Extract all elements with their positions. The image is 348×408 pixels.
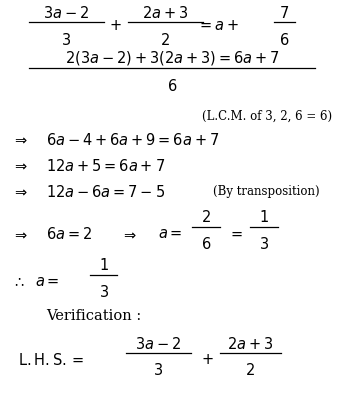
Text: $=$: $=$	[228, 227, 244, 241]
Text: $3$: $3$	[61, 31, 71, 47]
Text: (By transposition): (By transposition)	[213, 186, 319, 198]
Text: $12a-6a=7-5$: $12a-6a=7-5$	[46, 184, 165, 200]
Text: $2$: $2$	[201, 209, 211, 225]
Text: $3$: $3$	[99, 284, 109, 300]
Text: $2a+3$: $2a+3$	[227, 336, 274, 352]
Text: $\mathrm{L.H.S.} = $: $\mathrm{L.H.S.} = $	[18, 353, 85, 368]
Text: Verification :: Verification :	[46, 309, 141, 324]
Text: $2a+3$: $2a+3$	[142, 5, 188, 21]
Text: $+$: $+$	[109, 18, 122, 33]
Text: (L.C.M. of 3, 2, 6 = 6): (L.C.M. of 3, 2, 6 = 6)	[202, 109, 332, 122]
Text: $3$: $3$	[153, 362, 163, 379]
Text: $6a-4+6a+9=6a+7$: $6a-4+6a+9=6a+7$	[46, 132, 219, 148]
Text: $2$: $2$	[160, 31, 170, 47]
Text: $+$: $+$	[201, 353, 214, 368]
Text: $6a=2$: $6a=2$	[46, 226, 92, 242]
Text: $\Rightarrow$: $\Rightarrow$	[11, 227, 28, 241]
Text: $a=$: $a=$	[158, 227, 183, 241]
Text: $a=$: $a=$	[35, 275, 60, 289]
Text: $7$: $7$	[279, 5, 290, 21]
Text: $\Rightarrow$: $\Rightarrow$	[121, 227, 137, 241]
Text: $1$: $1$	[259, 209, 269, 225]
Text: $\therefore$: $\therefore$	[11, 275, 25, 289]
Text: $6$: $6$	[167, 78, 177, 94]
Text: $6$: $6$	[201, 236, 211, 252]
Text: $12a+5=6a+7$: $12a+5=6a+7$	[46, 158, 165, 174]
Text: $2(3a-2)+3(2a+3)=6a+7$: $2(3a-2)+3(2a+3)=6a+7$	[65, 49, 279, 67]
Text: $3a-2$: $3a-2$	[135, 336, 181, 352]
Text: $6$: $6$	[279, 31, 290, 47]
Text: $2$: $2$	[245, 362, 255, 379]
Text: $\Rightarrow$: $\Rightarrow$	[11, 159, 28, 173]
Text: $\Rightarrow$: $\Rightarrow$	[11, 133, 28, 147]
Text: $3$: $3$	[259, 236, 269, 252]
Text: $\Rightarrow$: $\Rightarrow$	[11, 185, 28, 199]
Text: $1$: $1$	[99, 257, 109, 273]
Text: $3a-2$: $3a-2$	[43, 5, 89, 21]
Text: $= a +$: $= a +$	[197, 18, 239, 33]
